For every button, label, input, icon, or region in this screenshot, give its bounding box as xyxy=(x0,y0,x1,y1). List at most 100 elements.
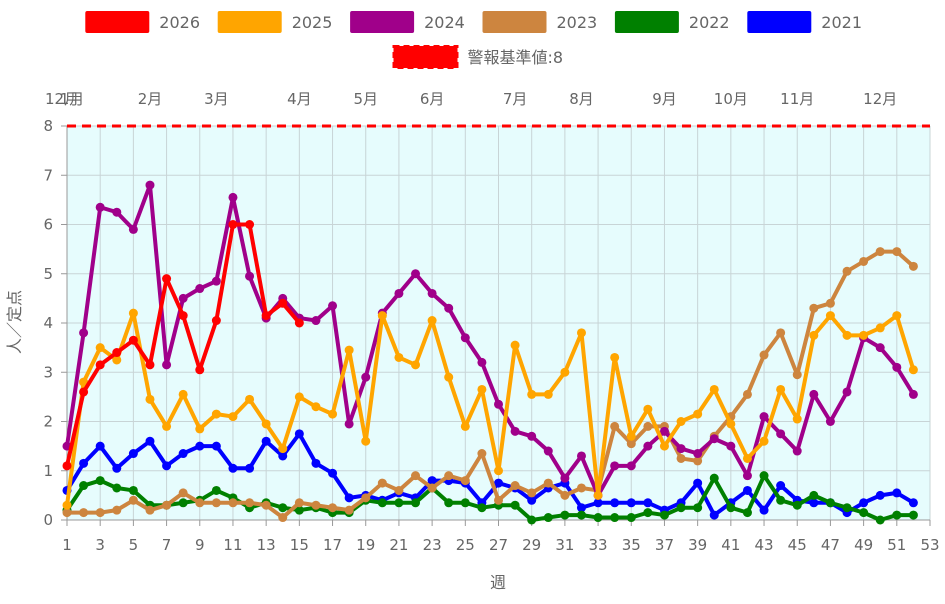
data-point xyxy=(576,483,586,493)
data-point xyxy=(776,481,786,491)
legend-label: 2026 xyxy=(159,13,200,32)
data-point xyxy=(742,453,752,463)
data-point xyxy=(776,495,786,505)
data-point xyxy=(311,458,321,468)
series-line xyxy=(65,311,916,508)
x-tick-label: 43 xyxy=(754,536,773,554)
data-point xyxy=(261,500,271,510)
data-point xyxy=(527,495,537,505)
data-point xyxy=(825,311,835,321)
data-point xyxy=(444,303,454,313)
data-point xyxy=(112,355,122,365)
data-point xyxy=(62,500,72,510)
data-point xyxy=(676,453,686,463)
legend-item-2025[interactable]: 2025 xyxy=(217,11,333,33)
x-tick-label: 31 xyxy=(555,536,574,554)
data-point xyxy=(278,451,288,461)
data-point xyxy=(294,429,304,439)
data-point xyxy=(211,498,221,508)
data-point xyxy=(344,345,354,355)
data-point xyxy=(709,510,719,520)
data-point xyxy=(477,503,487,513)
data-point xyxy=(344,493,354,503)
data-point xyxy=(361,436,371,446)
series-group xyxy=(62,180,918,525)
data-point xyxy=(361,493,371,503)
legend-item-threshold[interactable]: 警報基準値:8 xyxy=(392,45,564,69)
legend-item-2024[interactable]: 2024 xyxy=(350,11,465,33)
data-point xyxy=(294,318,304,328)
data-point xyxy=(875,247,885,257)
data-point xyxy=(494,466,503,476)
data-point xyxy=(79,481,89,491)
legend-swatch xyxy=(392,45,459,69)
series-line xyxy=(65,249,916,520)
data-point xyxy=(560,510,570,520)
data-point xyxy=(527,515,537,525)
data-point xyxy=(908,510,918,520)
data-point xyxy=(792,446,802,456)
x-tick-label: 11 xyxy=(223,536,242,554)
series-2024 xyxy=(62,180,918,500)
data-point xyxy=(676,503,686,513)
data-point xyxy=(112,483,122,493)
data-point xyxy=(759,436,769,446)
data-point xyxy=(278,513,288,523)
data-point xyxy=(460,498,470,508)
data-point xyxy=(543,513,553,523)
data-point xyxy=(593,513,603,523)
data-point xyxy=(709,434,719,444)
data-point xyxy=(444,471,454,481)
data-point xyxy=(842,387,852,397)
legend-item-2026[interactable]: 2026 xyxy=(85,11,200,33)
data-point xyxy=(776,384,786,394)
data-point xyxy=(875,515,885,525)
month-label: 2月 xyxy=(138,90,163,108)
legend-item-2021[interactable]: 2021 xyxy=(747,11,862,33)
data-point xyxy=(859,330,869,340)
data-point xyxy=(411,360,421,370)
data-point xyxy=(560,490,570,500)
data-point xyxy=(394,352,404,362)
data-point xyxy=(908,389,918,399)
y-tick-label: 5 xyxy=(43,265,53,283)
y-tick-label: 6 xyxy=(43,216,53,234)
data-point xyxy=(328,503,338,513)
data-point xyxy=(460,421,470,431)
data-point xyxy=(510,500,520,510)
x-tick-label: 51 xyxy=(887,536,906,554)
data-point xyxy=(859,256,869,266)
x-tick-label: 15 xyxy=(290,536,309,554)
data-point xyxy=(394,288,404,298)
data-point xyxy=(394,498,404,508)
data-point xyxy=(576,503,586,513)
data-point xyxy=(311,316,321,326)
data-point xyxy=(112,505,122,515)
data-point xyxy=(576,451,586,461)
data-point xyxy=(842,503,852,513)
legend-item-2022[interactable]: 2022 xyxy=(614,11,730,33)
data-point xyxy=(759,471,769,481)
data-point xyxy=(228,192,238,202)
data-point xyxy=(543,389,553,399)
data-point xyxy=(709,384,719,394)
y-tick-label: 4 xyxy=(43,314,53,332)
legend-item-2023[interactable]: 2023 xyxy=(482,11,598,33)
month-label: 7月 xyxy=(503,90,528,108)
data-point xyxy=(344,505,354,515)
data-point xyxy=(95,360,105,370)
data-point xyxy=(460,333,470,343)
data-point xyxy=(427,288,437,298)
series-2025 xyxy=(62,308,918,510)
data-point xyxy=(494,399,503,409)
data-point xyxy=(477,357,487,367)
data-point xyxy=(759,350,769,360)
x-tick-label: 45 xyxy=(788,536,807,554)
data-point xyxy=(626,439,636,449)
data-point xyxy=(245,463,255,473)
y-tick-label: 7 xyxy=(43,166,53,184)
data-point xyxy=(79,377,89,387)
data-point xyxy=(626,498,636,508)
data-point xyxy=(742,485,752,495)
data-point xyxy=(809,303,819,313)
